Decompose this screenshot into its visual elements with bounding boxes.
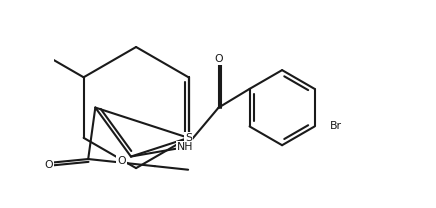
Text: O: O — [214, 54, 223, 64]
Text: NH: NH — [177, 142, 194, 152]
Text: O: O — [117, 156, 126, 166]
Text: Br: Br — [330, 121, 342, 131]
Text: S: S — [185, 133, 192, 143]
Text: O: O — [45, 160, 53, 170]
